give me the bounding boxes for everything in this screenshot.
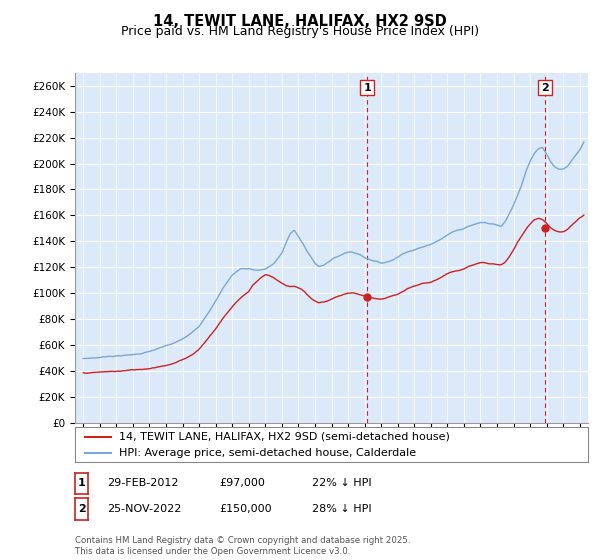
Text: 1: 1 [78, 478, 85, 488]
Text: 28% ↓ HPI: 28% ↓ HPI [312, 504, 371, 514]
Text: 29-FEB-2012: 29-FEB-2012 [107, 478, 178, 488]
Text: Contains HM Land Registry data © Crown copyright and database right 2025.
This d: Contains HM Land Registry data © Crown c… [75, 536, 410, 556]
Text: 2: 2 [541, 83, 549, 92]
Text: 1: 1 [363, 83, 371, 92]
Text: £97,000: £97,000 [219, 478, 265, 488]
Text: HPI: Average price, semi-detached house, Calderdale: HPI: Average price, semi-detached house,… [119, 449, 416, 458]
Text: 2: 2 [78, 504, 85, 514]
Text: 14, TEWIT LANE, HALIFAX, HX2 9SD: 14, TEWIT LANE, HALIFAX, HX2 9SD [153, 14, 447, 29]
Text: Price paid vs. HM Land Registry's House Price Index (HPI): Price paid vs. HM Land Registry's House … [121, 25, 479, 38]
Text: 22% ↓ HPI: 22% ↓ HPI [312, 478, 371, 488]
Text: 25-NOV-2022: 25-NOV-2022 [107, 504, 181, 514]
Text: 14, TEWIT LANE, HALIFAX, HX2 9SD (semi-detached house): 14, TEWIT LANE, HALIFAX, HX2 9SD (semi-d… [119, 432, 449, 442]
Text: £150,000: £150,000 [219, 504, 272, 514]
